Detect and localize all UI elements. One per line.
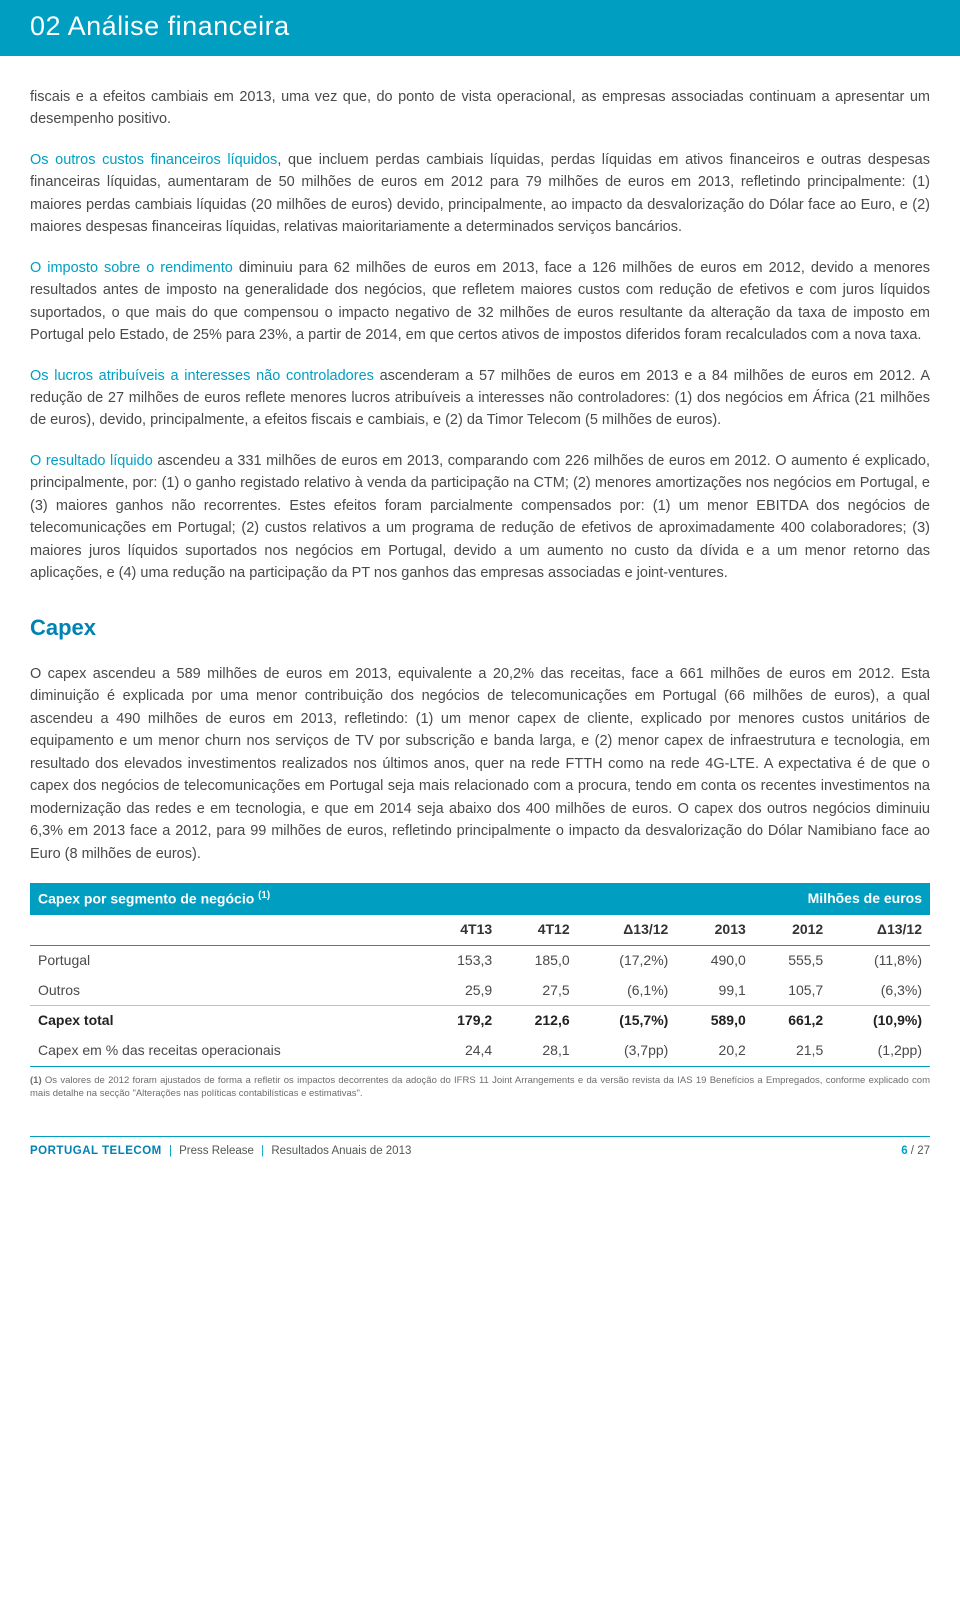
page-footer: Portugal Telecom | Press Release | Resul… — [30, 1136, 930, 1161]
table-footnote: (1) Os valores de 2012 foram ajustados d… — [30, 1075, 930, 1101]
cell: 661,2 — [754, 1006, 831, 1036]
cell: (10,9%) — [831, 1006, 930, 1036]
paragraph-body: ascendeu a 331 milhões de euros em 2013,… — [30, 453, 930, 581]
page-sep: / — [908, 1145, 918, 1157]
cell: 589,0 — [676, 1006, 753, 1036]
col-2013: 2013 — [676, 915, 753, 945]
paragraph-resultado-liquido: O resultado líquido ascendeu a 331 milhõ… — [30, 450, 930, 585]
cell: 27,5 — [500, 976, 577, 1006]
footer-sep: | — [261, 1145, 264, 1157]
cell: 20,2 — [676, 1036, 753, 1066]
cell: 153,3 — [423, 946, 500, 976]
lead-phrase: O resultado líquido — [30, 453, 153, 469]
cell-label: Portugal — [30, 946, 423, 976]
cell: 179,2 — [423, 1006, 500, 1036]
col-d1312y: Δ13/12 — [831, 915, 930, 945]
paragraph-intro: fiscais e a efeitos cambiais em 2013, um… — [30, 86, 930, 131]
table-row-total: Capex total 179,2 212,6 (15,7%) 589,0 66… — [30, 1006, 930, 1036]
cell: (15,7%) — [578, 1006, 677, 1036]
cell: (1,2pp) — [831, 1036, 930, 1066]
cell: 24,4 — [423, 1036, 500, 1066]
cell: 28,1 — [500, 1036, 577, 1066]
table-header-row: 4T13 4T12 Δ13/12 2013 2012 Δ13/12 — [30, 915, 930, 945]
col-2012: 2012 — [754, 915, 831, 945]
cell: 99,1 — [676, 976, 753, 1006]
paragraph-imposto: O imposto sobre o rendimento diminuiu pa… — [30, 257, 930, 347]
paragraph-lucros-nao-controladores: Os lucros atribuíveis a interesses não c… — [30, 365, 930, 432]
table-row: Portugal 153,3 185,0 (17,2%) 490,0 555,5… — [30, 946, 930, 976]
table-title-text: Capex por segmento de negócio — [38, 891, 258, 907]
table-title-row: Capex por segmento de negócio (1) Milhõe… — [30, 883, 930, 915]
table-row-pct: Capex em % das receitas operacionais 24,… — [30, 1036, 930, 1066]
table-body: Portugal 153,3 185,0 (17,2%) 490,0 555,5… — [30, 946, 930, 1067]
cell: 105,7 — [754, 976, 831, 1006]
table-title-sup: (1) — [258, 890, 270, 901]
cell: (6,3%) — [831, 976, 930, 1006]
lead-phrase: Os outros custos financeiros líquidos — [30, 152, 277, 168]
page-total: 27 — [917, 1145, 930, 1157]
cell: (3,7pp) — [578, 1036, 677, 1066]
footer-sep: | — [169, 1145, 172, 1157]
cell: 25,9 — [423, 976, 500, 1006]
table-title-left: Capex por segmento de negócio (1) — [30, 883, 676, 915]
section-title: Análise financeira — [68, 11, 290, 41]
col-4t12: 4T12 — [500, 915, 577, 945]
cell: (6,1%) — [578, 976, 677, 1006]
page-content: fiscais e a efeitos cambiais em 2013, um… — [0, 56, 960, 1111]
col-label — [30, 915, 423, 945]
paragraph-custos-financeiros: Os outros custos financeiros líquidos, q… — [30, 149, 930, 239]
footer-brand: Portugal Telecom — [30, 1145, 162, 1157]
cell: 185,0 — [500, 946, 577, 976]
footnote-text: Os valores de 2012 foram ajustados de fo… — [30, 1075, 930, 1099]
cell: (11,8%) — [831, 946, 930, 976]
footnote-marker: (1) — [30, 1075, 42, 1086]
section-number: 02 — [30, 11, 61, 41]
col-d1312q: Δ13/12 — [578, 915, 677, 945]
cell: (17,2%) — [578, 946, 677, 976]
lead-phrase: O imposto sobre o rendimento — [30, 260, 233, 276]
cell: 212,6 — [500, 1006, 577, 1036]
cell-label: Outros — [30, 976, 423, 1006]
cell: 490,0 — [676, 946, 753, 976]
cell-label: Capex em % das receitas operacionais — [30, 1036, 423, 1066]
col-4t13: 4T13 — [423, 915, 500, 945]
capex-heading: Capex — [30, 611, 930, 645]
cell-label: Capex total — [30, 1006, 423, 1036]
lead-phrase: Os lucros atribuíveis a interesses não c… — [30, 368, 374, 384]
table-row: Outros 25,9 27,5 (6,1%) 99,1 105,7 (6,3%… — [30, 976, 930, 1006]
page-header: 02 Análise financeira — [0, 0, 960, 56]
footer-pagenum: 6 / 27 — [901, 1143, 930, 1161]
footer-part1: Press Release — [179, 1145, 254, 1157]
footer-left: Portugal Telecom | Press Release | Resul… — [30, 1143, 411, 1161]
footer-part2: Resultados Anuais de 2013 — [271, 1145, 411, 1157]
cell: 555,5 — [754, 946, 831, 976]
paragraph-capex: O capex ascendeu a 589 milhões de euros … — [30, 663, 930, 865]
capex-table: Capex por segmento de negócio (1) Milhõe… — [30, 883, 930, 1067]
cell: 21,5 — [754, 1036, 831, 1066]
table-title-right: Milhões de euros — [676, 883, 930, 915]
